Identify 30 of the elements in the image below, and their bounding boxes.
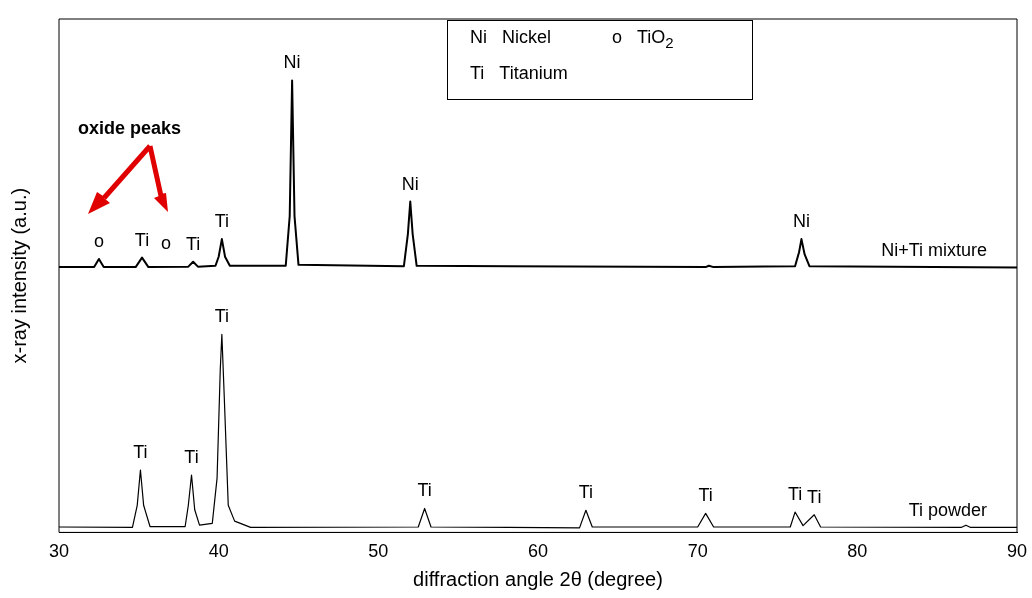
annotation: Ti <box>133 442 148 462</box>
x-tick-label: 30 <box>48 541 70 562</box>
x-tick-label: 50 <box>368 541 389 562</box>
annotation: o <box>93 230 104 251</box>
annotation: Ti <box>134 229 150 250</box>
annotation: Ni <box>401 173 419 194</box>
series-label: Ti powder <box>908 499 987 520</box>
annotation: Ni <box>792 211 810 232</box>
x-axis-title: diffraction angle 2θ (degree) <box>413 567 663 590</box>
x-tick-label: 40 <box>208 541 229 562</box>
annotation: Ti <box>185 233 201 254</box>
annotation: Ni <box>283 52 301 73</box>
annotation: Ti <box>578 482 594 503</box>
annotation: Ti <box>214 306 230 327</box>
key-box: Ni Nickel o TiO$_{2}$ Ti Titanium <box>447 20 753 100</box>
annotation: Ti <box>787 484 803 505</box>
y-axis-title: x-ray intensity (a.u.) <box>7 187 30 364</box>
annotation: Ti <box>417 480 432 501</box>
annotation: Ti <box>698 485 713 506</box>
annotation: o <box>160 233 171 254</box>
x-tick-label: 80 <box>847 541 868 562</box>
x-tick-label: 70 <box>687 541 708 562</box>
annotation: Ti <box>807 486 822 507</box>
series-label: Ni+Ti mixture <box>881 240 987 261</box>
x-tick-label: 60 <box>527 541 549 562</box>
annotation: oxide peaks <box>78 118 182 139</box>
x-tick-label: 90 <box>1006 541 1028 562</box>
annotation: Ti Titanium <box>470 63 568 84</box>
annotation: Ti <box>214 211 230 232</box>
annotation: Ti <box>184 446 199 467</box>
